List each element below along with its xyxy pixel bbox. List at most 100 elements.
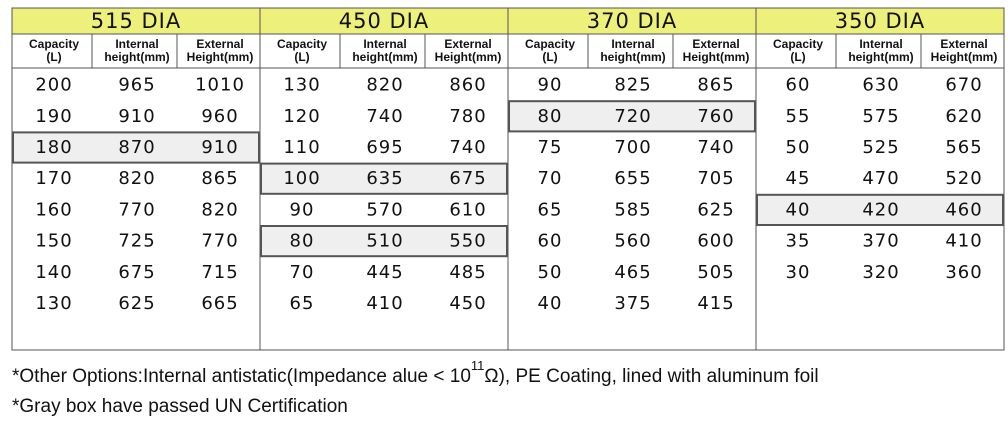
cell: 90	[538, 75, 563, 96]
cell: 370	[862, 231, 899, 252]
cell: 65	[538, 199, 563, 220]
cell: 190	[35, 106, 72, 127]
cell: 565	[945, 137, 982, 158]
cell: 670	[945, 75, 982, 96]
cell: 410	[366, 293, 403, 314]
column-header: Internal	[611, 37, 654, 51]
cell: 695	[366, 137, 403, 158]
cell: 770	[118, 199, 155, 220]
cell: 825	[614, 75, 651, 96]
cell: 485	[449, 262, 486, 283]
cell: 625	[118, 293, 155, 314]
cell: 965	[118, 75, 155, 96]
cell: 705	[697, 168, 734, 189]
cell: 520	[945, 168, 982, 189]
cell: 1010	[195, 75, 245, 96]
cell: 55	[786, 106, 811, 127]
panel-header-bg	[260, 8, 508, 34]
cell: 620	[945, 106, 982, 127]
column-header: Internal	[859, 37, 902, 51]
cell: 510	[366, 231, 403, 252]
cell: 665	[201, 293, 238, 314]
column-header: (L)	[46, 50, 61, 64]
cell: 50	[538, 262, 563, 283]
cell: 630	[862, 75, 899, 96]
cell: 820	[366, 75, 403, 96]
cell: 720	[614, 106, 651, 127]
cell: 760	[697, 106, 734, 127]
cell: 820	[201, 199, 238, 220]
cell: 40	[538, 293, 563, 314]
panel-title: 450 DIA	[339, 9, 430, 33]
column-header: Height(mm)	[187, 50, 254, 64]
cell: 150	[35, 231, 72, 252]
cell: 410	[945, 231, 982, 252]
cell: 700	[614, 137, 651, 158]
certified-highlight	[508, 100, 756, 133]
cell: 910	[118, 106, 155, 127]
cell: 575	[862, 106, 899, 127]
column-header: (L)	[542, 50, 557, 64]
cell: 415	[697, 293, 734, 314]
cell: 740	[449, 137, 486, 158]
cell: 470	[862, 168, 899, 189]
cell: 60	[786, 75, 811, 96]
column-header: Capacity	[277, 37, 327, 51]
note-2: *Gray box have passed UN Certification	[12, 396, 348, 417]
column-header: Height(mm)	[931, 50, 998, 64]
cell: 610	[449, 199, 486, 220]
cell: 560	[614, 231, 651, 252]
certified-highlight	[260, 225, 508, 258]
cell: 820	[118, 168, 155, 189]
cell: 30	[786, 262, 811, 283]
cell: 445	[366, 262, 403, 283]
cell: 100	[283, 168, 320, 189]
cell: 960	[201, 106, 238, 127]
cell: 60	[538, 231, 563, 252]
cell: 160	[35, 199, 72, 220]
cell: 130	[283, 75, 320, 96]
certified-highlight	[756, 193, 1004, 227]
cell: 375	[614, 293, 651, 314]
cell: 740	[697, 137, 734, 158]
cell: 600	[697, 231, 734, 252]
column-header: Height(mm)	[683, 50, 750, 64]
cell: 505	[697, 262, 734, 283]
column-header: Capacity	[773, 37, 823, 51]
cell: 525	[862, 137, 899, 158]
cell: 870	[118, 137, 155, 158]
cell: 860	[449, 75, 486, 96]
cell: 625	[697, 199, 734, 220]
cell: 460	[945, 199, 982, 220]
column-header: height(mm)	[352, 50, 417, 64]
panel-border	[755, 7, 1005, 351]
cell: 570	[366, 199, 403, 220]
panel-header-bg	[12, 8, 260, 34]
column-header: Internal	[115, 37, 158, 51]
cell: 675	[118, 262, 155, 283]
tables: 515 DIACapacity(L)Internalheight(mm)Exte…	[11, 7, 1005, 351]
panel-header-bg	[508, 8, 756, 34]
cell: 655	[614, 168, 651, 189]
cell: 770	[201, 231, 238, 252]
column-header: Capacity	[525, 37, 575, 51]
cell: 550	[449, 231, 486, 252]
cell: 120	[283, 106, 320, 127]
cell: 865	[697, 75, 734, 96]
cell: 360	[945, 262, 982, 283]
cell: 170	[35, 168, 72, 189]
cell: 75	[538, 137, 563, 158]
column-header: Internal	[363, 37, 406, 51]
column-header: External	[940, 37, 987, 51]
panel-header-bg	[756, 8, 1004, 34]
cell: 465	[614, 262, 651, 283]
cell: 200	[35, 75, 72, 96]
cell: 110	[283, 137, 320, 158]
note-superscript: 11	[471, 358, 485, 373]
cell: 450	[449, 293, 486, 314]
cell: 40	[786, 199, 811, 220]
panel-title: 350 DIA	[835, 9, 926, 33]
cell: 180	[35, 137, 72, 158]
cell: 585	[614, 199, 651, 220]
